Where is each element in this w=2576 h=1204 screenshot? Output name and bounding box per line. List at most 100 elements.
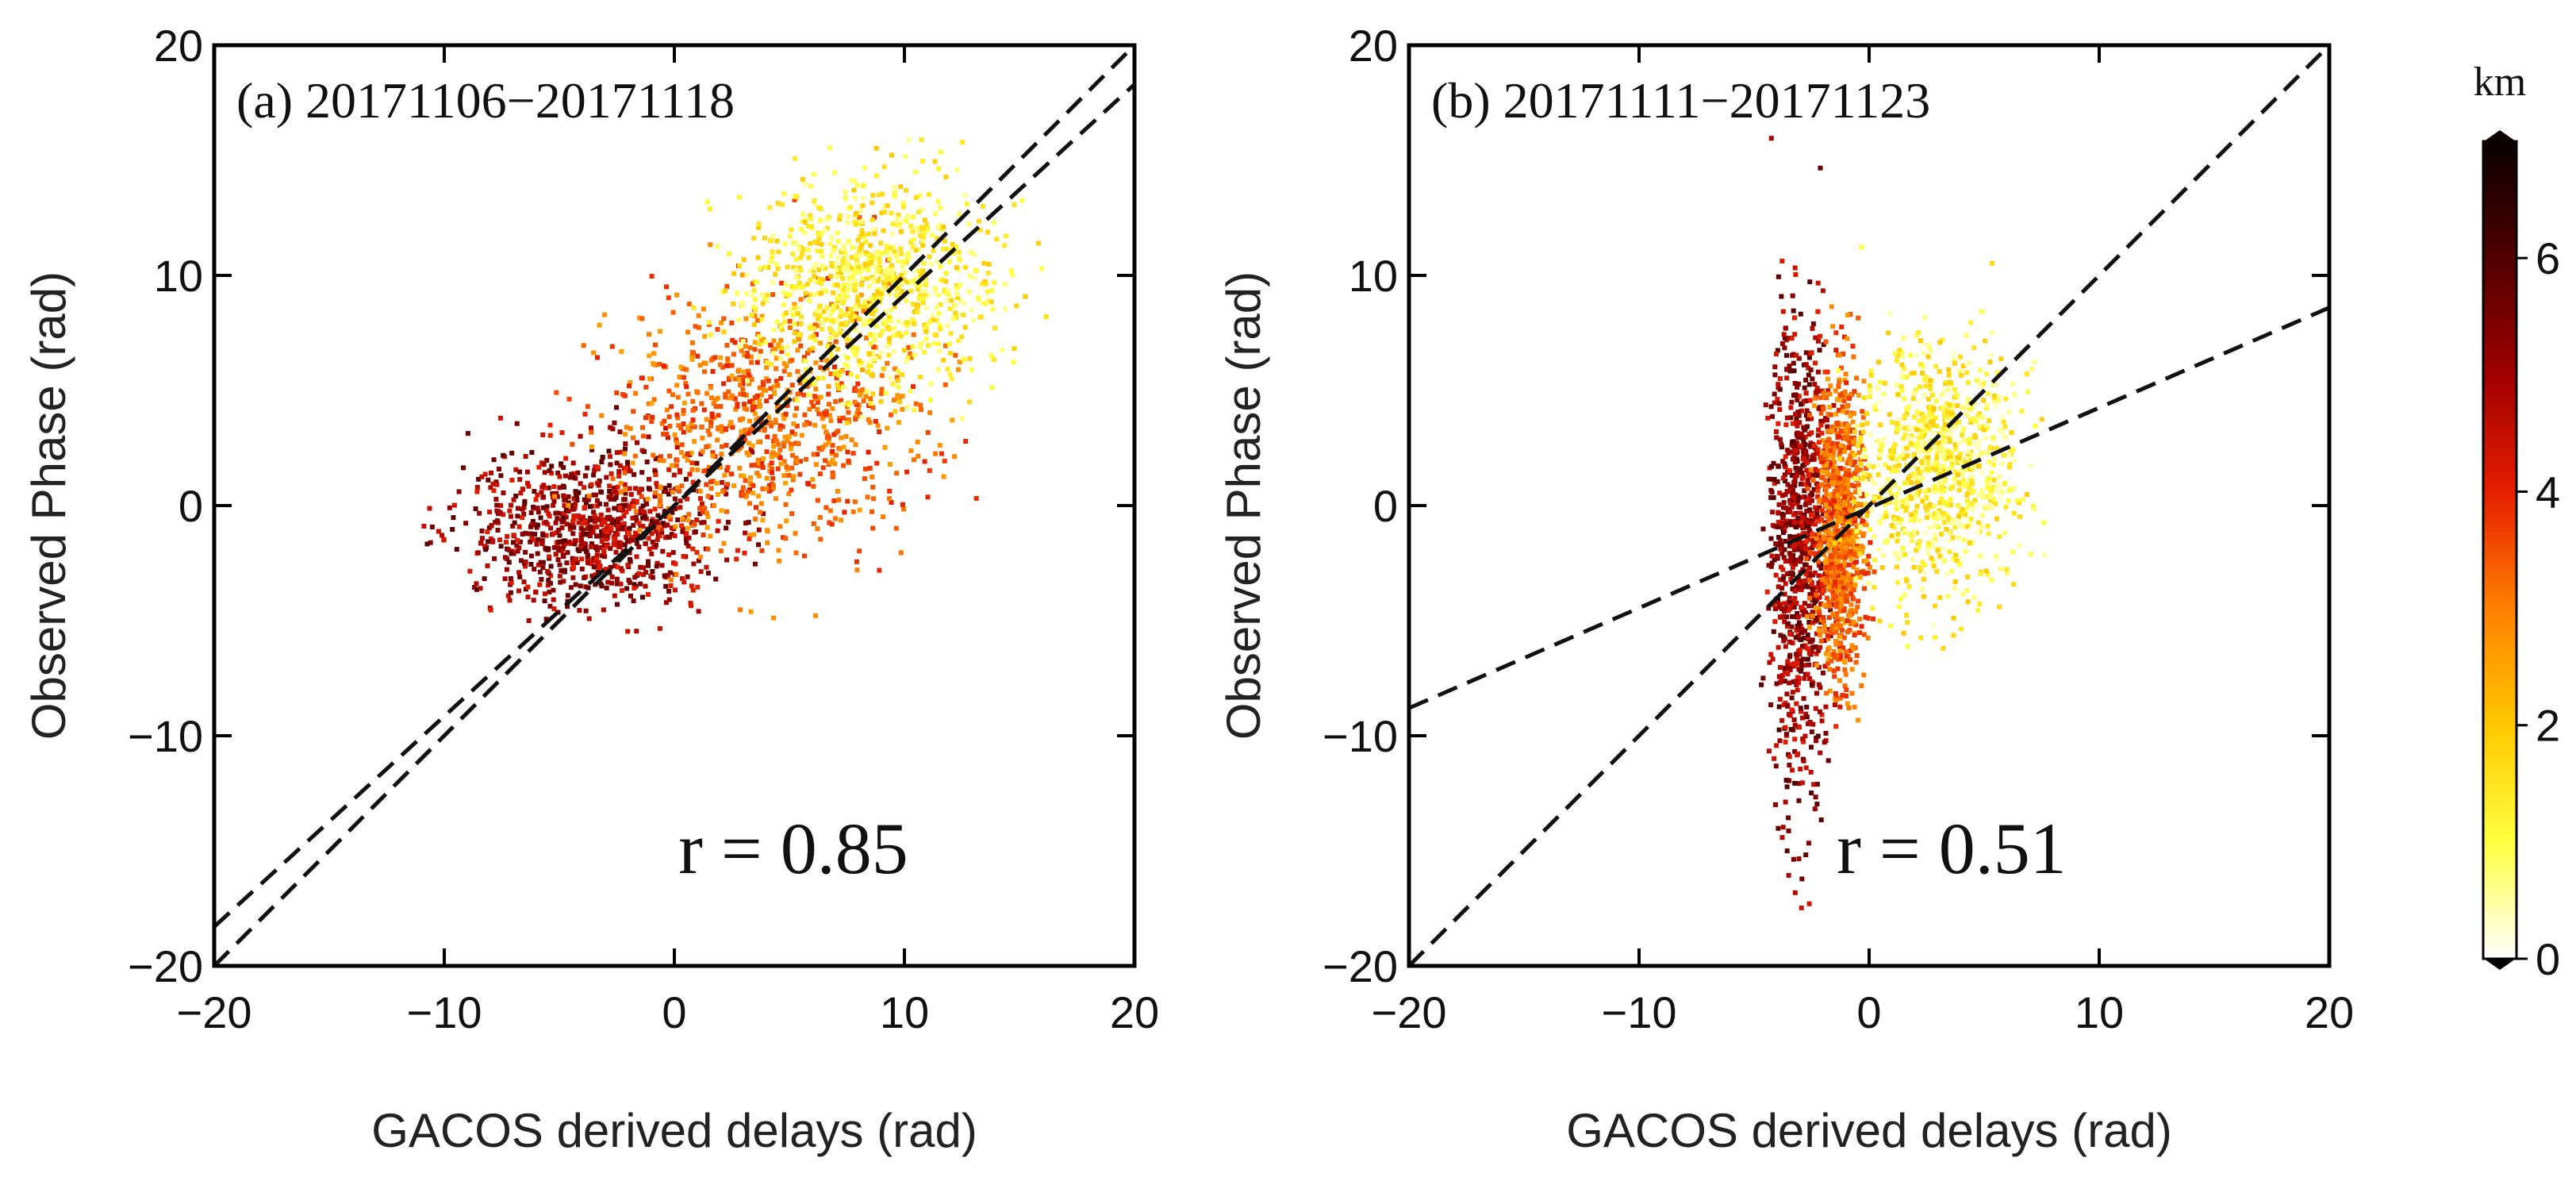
scatter-point xyxy=(798,343,804,348)
scatter-point xyxy=(847,269,852,275)
scatter-point xyxy=(954,265,959,271)
scatter-point xyxy=(1952,525,1958,530)
scatter-point xyxy=(685,574,690,579)
scatter-point xyxy=(588,533,593,539)
scatter-point xyxy=(1772,372,1778,378)
scatter-point xyxy=(555,494,560,499)
scatter-point xyxy=(653,525,658,530)
scatter-point xyxy=(762,428,767,433)
scatter-point xyxy=(535,506,540,511)
scatter-point xyxy=(536,464,542,470)
scatter-point xyxy=(485,529,490,534)
scatter-point xyxy=(871,227,877,233)
scatter-point xyxy=(1833,690,1838,696)
scatter-point xyxy=(540,560,546,565)
scatter-point xyxy=(1814,592,1819,598)
scatter-point xyxy=(692,521,697,526)
scatter-point xyxy=(1949,520,1955,525)
scatter-point xyxy=(1910,557,1915,563)
scatter-point xyxy=(754,360,760,365)
scatter-point xyxy=(1822,536,1827,541)
scatter-point xyxy=(726,395,731,401)
scatter-point xyxy=(1793,271,1799,277)
scatter-point xyxy=(1832,508,1837,514)
scatter-point xyxy=(687,471,693,477)
scatter-point xyxy=(1965,437,1970,443)
scatter-point xyxy=(1858,502,1864,507)
scatter-point xyxy=(1019,198,1025,203)
scatter-point xyxy=(1964,492,1970,498)
scatter-point xyxy=(1823,579,1829,585)
scatter-point xyxy=(1808,769,1814,775)
scatter-point xyxy=(1810,513,1814,518)
scatter-point xyxy=(668,577,674,583)
scatter-point xyxy=(1799,470,1805,475)
scatter-point xyxy=(1779,673,1785,678)
scatter-point xyxy=(726,389,731,394)
scatter-point xyxy=(833,516,839,521)
scatter-point xyxy=(661,431,666,437)
scatter-point xyxy=(1823,529,1829,534)
scatter-point xyxy=(690,398,696,404)
scatter-point xyxy=(900,200,906,206)
scatter-point xyxy=(1803,350,1809,356)
scatter-point xyxy=(925,226,931,232)
scatter-point xyxy=(606,448,612,454)
scatter-point xyxy=(765,540,770,545)
scatter-point xyxy=(1807,413,1812,418)
scatter-point xyxy=(847,275,852,281)
scatter-point xyxy=(780,202,785,207)
scatter-point xyxy=(743,478,748,483)
scatter-point xyxy=(789,442,794,448)
scatter-point xyxy=(1808,467,1814,472)
scatter-point xyxy=(1008,267,1014,273)
scatter-point xyxy=(1841,351,1846,356)
scatter-point xyxy=(1842,683,1848,689)
scatter-point xyxy=(1850,462,1856,467)
scatter-point xyxy=(614,460,620,466)
scatter-point xyxy=(647,376,653,382)
scatter-point xyxy=(826,402,831,407)
scatter-point xyxy=(1820,288,1825,294)
scatter-point xyxy=(864,275,870,281)
scatter-point xyxy=(479,536,485,541)
scatter-point xyxy=(1810,325,1815,331)
scatter-point xyxy=(811,521,816,526)
scatter-point xyxy=(1802,456,1807,461)
scatter-point xyxy=(1769,560,1775,566)
scatter-point xyxy=(1792,748,1798,754)
scatter-point xyxy=(666,597,672,602)
scatter-point xyxy=(1802,512,1806,517)
scatter-point xyxy=(1785,671,1791,677)
scatter-point xyxy=(711,401,716,406)
scatter-point xyxy=(738,383,743,388)
scatter-point xyxy=(1846,467,1852,473)
scatter-point xyxy=(756,542,761,548)
scatter-point xyxy=(605,529,610,535)
scatter-point xyxy=(608,491,614,497)
scatter-point xyxy=(1785,702,1791,708)
scatter-point xyxy=(891,244,896,250)
scatter-point xyxy=(1789,560,1795,566)
scatter-point xyxy=(810,477,816,483)
scatter-point xyxy=(695,584,701,590)
scatter-point xyxy=(2041,520,2047,525)
scatter-point xyxy=(559,519,565,525)
scatter-point xyxy=(523,564,528,569)
scatter-point xyxy=(846,410,851,415)
scatter-point xyxy=(800,211,806,217)
scatter-point xyxy=(992,325,997,331)
scatter-point xyxy=(633,390,639,396)
scatter-point xyxy=(878,350,884,356)
scatter-point xyxy=(657,329,662,334)
scatter-point xyxy=(896,396,901,402)
scatter-point xyxy=(2000,414,2006,419)
scatter-point xyxy=(604,475,609,480)
scatter-point xyxy=(1783,799,1788,805)
scatter-point xyxy=(1816,514,1822,520)
scatter-point xyxy=(1796,614,1801,619)
scatter-point xyxy=(1774,553,1779,559)
scatter-point xyxy=(850,451,856,456)
scatter-point xyxy=(1817,505,1822,510)
scatter-point xyxy=(762,264,768,270)
